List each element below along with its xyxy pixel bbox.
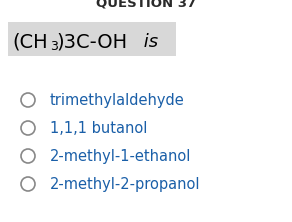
- Text: 3: 3: [50, 40, 58, 54]
- Text: 1,1,1 butanol: 1,1,1 butanol: [50, 121, 147, 135]
- Text: (CH: (CH: [12, 32, 48, 52]
- FancyBboxPatch shape: [8, 22, 176, 56]
- Text: trimethylaldehyde: trimethylaldehyde: [50, 93, 185, 107]
- Text: )3C-OH: )3C-OH: [56, 32, 127, 52]
- Text: 2-methyl-1-ethanol: 2-methyl-1-ethanol: [50, 149, 191, 163]
- Text: 2-methyl-2-propanol: 2-methyl-2-propanol: [50, 176, 201, 192]
- Text: QUESTION 37: QUESTION 37: [96, 0, 196, 9]
- Text: is: is: [138, 33, 158, 51]
